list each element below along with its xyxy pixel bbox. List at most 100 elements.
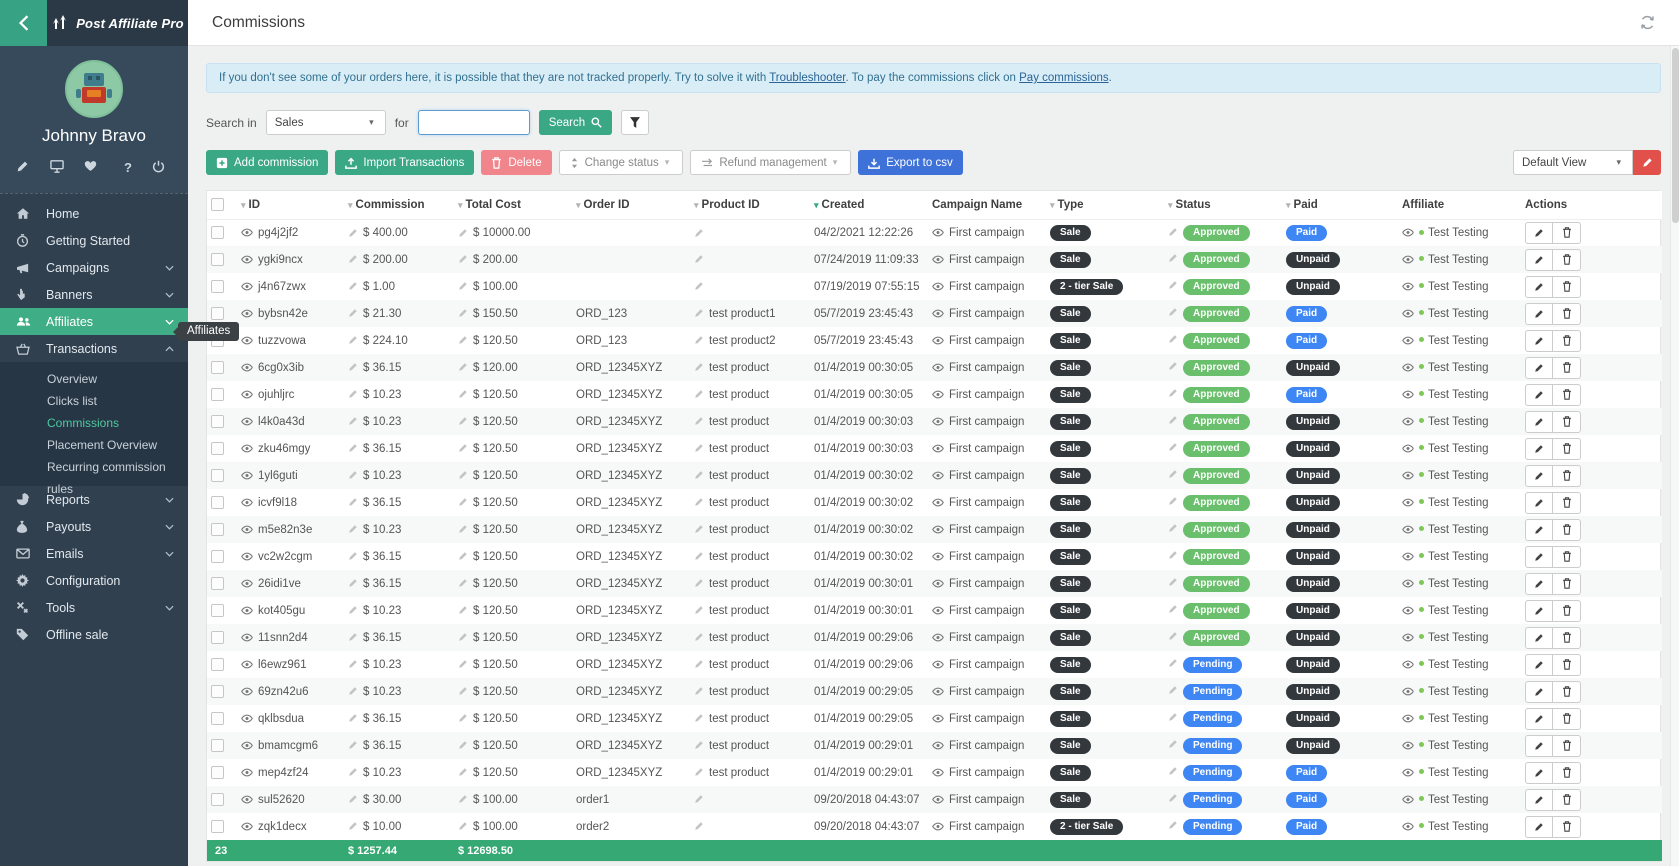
eye-icon[interactable] bbox=[241, 498, 253, 507]
column-header-product[interactable]: ▾ Product ID bbox=[690, 191, 810, 220]
row-checkbox[interactable] bbox=[211, 766, 224, 779]
edit-row-button[interactable] bbox=[1525, 518, 1553, 541]
cell-product-id[interactable] bbox=[690, 813, 810, 840]
eye-icon[interactable] bbox=[1402, 633, 1414, 642]
eye-icon[interactable] bbox=[241, 822, 253, 831]
sidebar-item-affiliates[interactable]: Affiliates bbox=[0, 308, 188, 335]
eye-icon[interactable] bbox=[241, 795, 253, 804]
cell-commission[interactable]: $ 200.00 bbox=[344, 246, 454, 273]
cell-product-id[interactable]: test product bbox=[690, 516, 810, 543]
cell-total-cost[interactable]: $ 120.50 bbox=[454, 732, 572, 759]
cell-total-cost[interactable]: $ 100.00 bbox=[454, 813, 572, 840]
edit-row-button[interactable] bbox=[1525, 302, 1553, 325]
column-header-type[interactable]: ▾ Type bbox=[1046, 191, 1164, 220]
edit-view-button[interactable] bbox=[1633, 150, 1661, 175]
cell-status[interactable]: Approved bbox=[1164, 489, 1282, 516]
eye-icon[interactable] bbox=[1402, 471, 1414, 480]
eye-icon[interactable] bbox=[932, 525, 944, 534]
eye-icon[interactable] bbox=[241, 579, 253, 588]
row-checkbox[interactable] bbox=[211, 388, 224, 401]
row-checkbox[interactable] bbox=[211, 631, 224, 644]
eye-icon[interactable] bbox=[932, 309, 944, 318]
cell-status[interactable]: Pending bbox=[1164, 651, 1282, 678]
edit-row-button[interactable] bbox=[1525, 491, 1553, 514]
edit-row-button[interactable] bbox=[1525, 410, 1553, 433]
cell-commission[interactable]: $ 36.15 bbox=[344, 570, 454, 597]
cell-status[interactable]: Pending bbox=[1164, 786, 1282, 813]
eye-icon[interactable] bbox=[1402, 390, 1414, 399]
eye-icon[interactable] bbox=[932, 741, 944, 750]
eye-icon[interactable] bbox=[1402, 498, 1414, 507]
change-status-button[interactable]: Change status ▾ bbox=[558, 150, 684, 175]
cell-product-id[interactable]: test product bbox=[690, 705, 810, 732]
cell-status[interactable]: Approved bbox=[1164, 381, 1282, 408]
eye-icon[interactable] bbox=[932, 363, 944, 372]
edit-row-button[interactable] bbox=[1525, 707, 1553, 730]
eye-icon[interactable] bbox=[1402, 687, 1414, 696]
submenu-item-commissions[interactable]: Commissions bbox=[47, 416, 120, 430]
eye-icon[interactable] bbox=[241, 390, 253, 399]
cell-status[interactable]: Approved bbox=[1164, 327, 1282, 354]
avatar[interactable] bbox=[65, 60, 123, 118]
cell-status[interactable]: Approved bbox=[1164, 462, 1282, 489]
power-icon[interactable] bbox=[152, 160, 172, 175]
cell-commission[interactable]: $ 10.23 bbox=[344, 381, 454, 408]
cell-commission[interactable]: $ 10.00 bbox=[344, 813, 454, 840]
row-checkbox[interactable] bbox=[211, 685, 224, 698]
cell-product-id[interactable]: test product2 bbox=[690, 327, 810, 354]
delete-row-button[interactable] bbox=[1553, 680, 1581, 703]
delete-row-button[interactable] bbox=[1553, 545, 1581, 568]
row-checkbox[interactable] bbox=[211, 469, 224, 482]
column-header-id[interactable]: ▾ ID bbox=[237, 191, 344, 220]
cell-status[interactable]: Pending bbox=[1164, 678, 1282, 705]
export-csv-button[interactable]: Export to csv bbox=[858, 150, 963, 175]
eye-icon[interactable] bbox=[932, 768, 944, 777]
collapse-sidebar-button[interactable] bbox=[0, 0, 47, 46]
cell-commission[interactable]: $ 10.23 bbox=[344, 462, 454, 489]
eye-icon[interactable] bbox=[1402, 768, 1414, 777]
row-checkbox[interactable] bbox=[211, 712, 224, 725]
cell-product-id[interactable]: test product bbox=[690, 489, 810, 516]
cell-total-cost[interactable]: $ 120.50 bbox=[454, 408, 572, 435]
cell-commission[interactable]: $ 10.23 bbox=[344, 408, 454, 435]
delete-row-button[interactable] bbox=[1553, 626, 1581, 649]
cell-total-cost[interactable]: $ 120.50 bbox=[454, 651, 572, 678]
cell-commission[interactable]: $ 30.00 bbox=[344, 786, 454, 813]
row-checkbox[interactable] bbox=[211, 253, 224, 266]
cell-product-id[interactable] bbox=[690, 219, 810, 246]
edit-row-button[interactable] bbox=[1525, 383, 1553, 406]
row-checkbox[interactable] bbox=[211, 820, 224, 833]
cell-total-cost[interactable]: $ 120.50 bbox=[454, 435, 572, 462]
cell-product-id[interactable]: test product bbox=[690, 462, 810, 489]
eye-icon[interactable] bbox=[241, 687, 253, 696]
edit-row-button[interactable] bbox=[1525, 545, 1553, 568]
edit-row-button[interactable] bbox=[1525, 248, 1553, 271]
scrollbar-thumb[interactable] bbox=[1672, 48, 1679, 223]
cell-commission[interactable]: $ 36.15 bbox=[344, 543, 454, 570]
row-checkbox[interactable] bbox=[211, 577, 224, 590]
eye-icon[interactable] bbox=[932, 228, 944, 237]
filter-button[interactable] bbox=[621, 110, 650, 135]
eye-icon[interactable] bbox=[932, 498, 944, 507]
eye-icon[interactable] bbox=[932, 606, 944, 615]
cell-product-id[interactable]: test product bbox=[690, 732, 810, 759]
cell-commission[interactable]: $ 36.15 bbox=[344, 732, 454, 759]
eye-icon[interactable] bbox=[241, 714, 253, 723]
cell-commission[interactable]: $ 10.23 bbox=[344, 597, 454, 624]
eye-icon[interactable] bbox=[932, 822, 944, 831]
cell-status[interactable]: Approved bbox=[1164, 624, 1282, 651]
cell-product-id[interactable]: test product bbox=[690, 543, 810, 570]
eye-icon[interactable] bbox=[932, 417, 944, 426]
eye-icon[interactable] bbox=[932, 390, 944, 399]
column-header-created[interactable]: ▾ Created bbox=[810, 191, 928, 220]
sidebar-item-campaigns[interactable]: Campaigns bbox=[0, 254, 188, 281]
submenu-item-overview[interactable]: Overview bbox=[47, 372, 98, 386]
eye-icon[interactable] bbox=[241, 606, 253, 615]
eye-icon[interactable] bbox=[1402, 714, 1414, 723]
delete-row-button[interactable] bbox=[1553, 491, 1581, 514]
row-checkbox[interactable] bbox=[211, 442, 224, 455]
sidebar-item-transactions[interactable]: Transactions bbox=[0, 335, 188, 362]
cell-status[interactable]: Approved bbox=[1164, 543, 1282, 570]
cell-status[interactable]: Pending bbox=[1164, 732, 1282, 759]
eye-icon[interactable] bbox=[241, 282, 253, 291]
